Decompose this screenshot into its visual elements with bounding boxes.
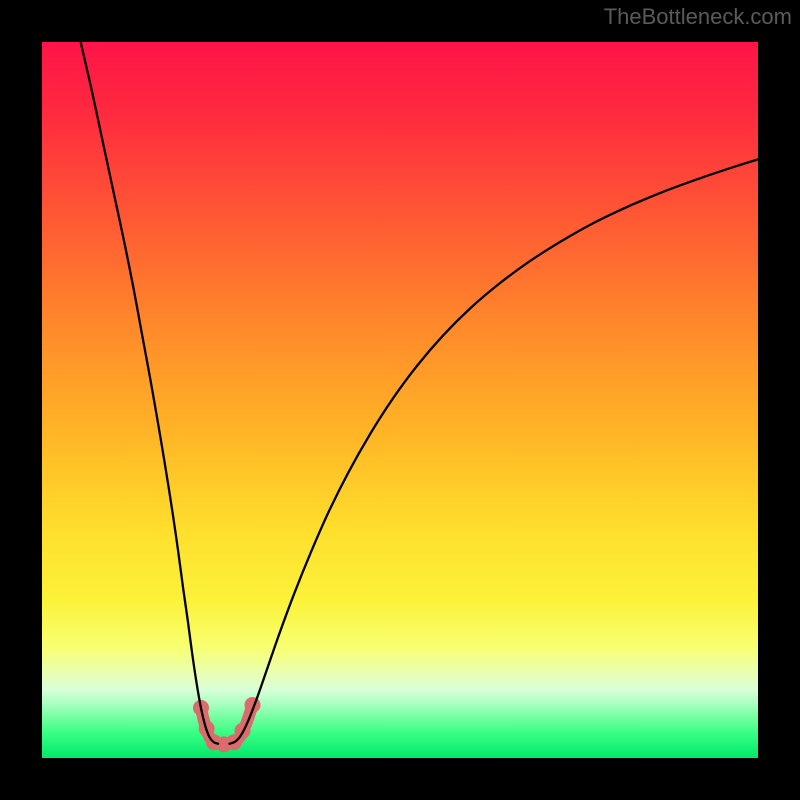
curve-layer — [42, 42, 758, 758]
left-branch — [81, 42, 218, 744]
plot-area — [42, 42, 758, 758]
watermark-text: TheBottleneck.com — [604, 4, 792, 30]
right-branch — [230, 159, 758, 743]
